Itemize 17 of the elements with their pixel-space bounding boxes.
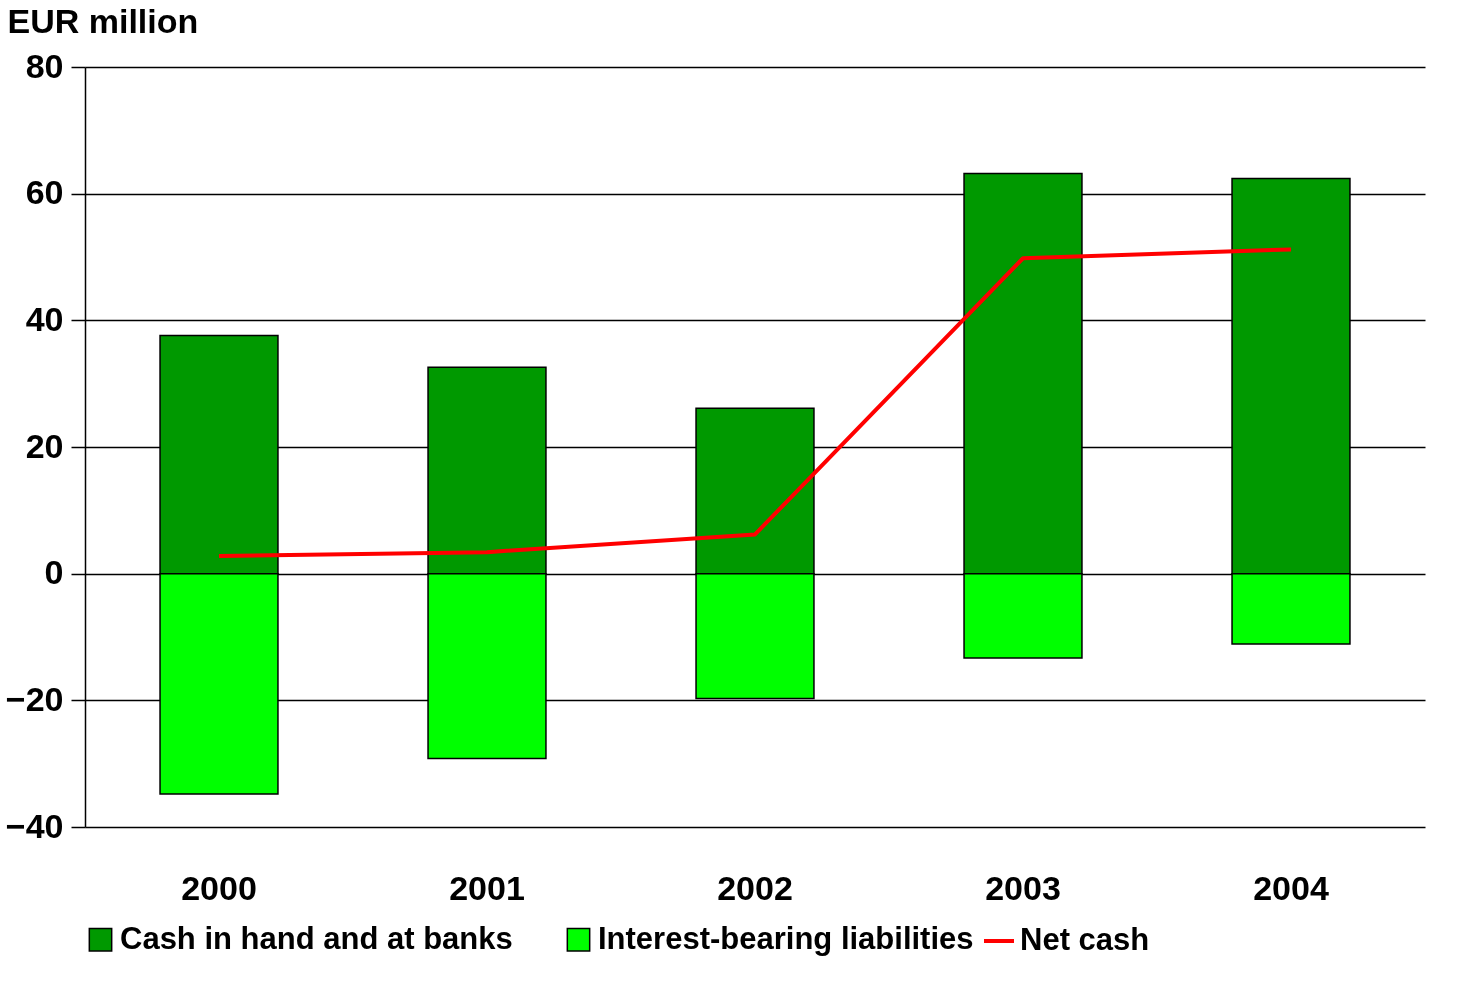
line-series (217, 247, 1293, 558)
legend-label: Interest-bearing liabilities (598, 920, 974, 956)
y-axis-title: EUR million (7, 1, 199, 40)
x-tick-label: 2001 (449, 868, 525, 907)
y-tick-label: −20 (5, 679, 64, 718)
y-tick-label: −40 (5, 806, 64, 845)
x-tick-label: 2003 (985, 868, 1061, 907)
x-tick-label: 2000 (181, 868, 257, 907)
x-tick-label: 2004 (1253, 868, 1329, 907)
legend-label: Cash in hand and at banks (120, 920, 513, 956)
y-tick-label: 80 (25, 46, 64, 85)
y-tick-label: 60 (25, 173, 64, 212)
y-tick-label: 40 (25, 299, 64, 338)
x-tick-label: 2002 (717, 868, 793, 907)
y-tick-label: 0 (44, 553, 64, 592)
y-tick-label: 20 (25, 426, 64, 465)
legend-label: Net cash (1020, 922, 1150, 957)
